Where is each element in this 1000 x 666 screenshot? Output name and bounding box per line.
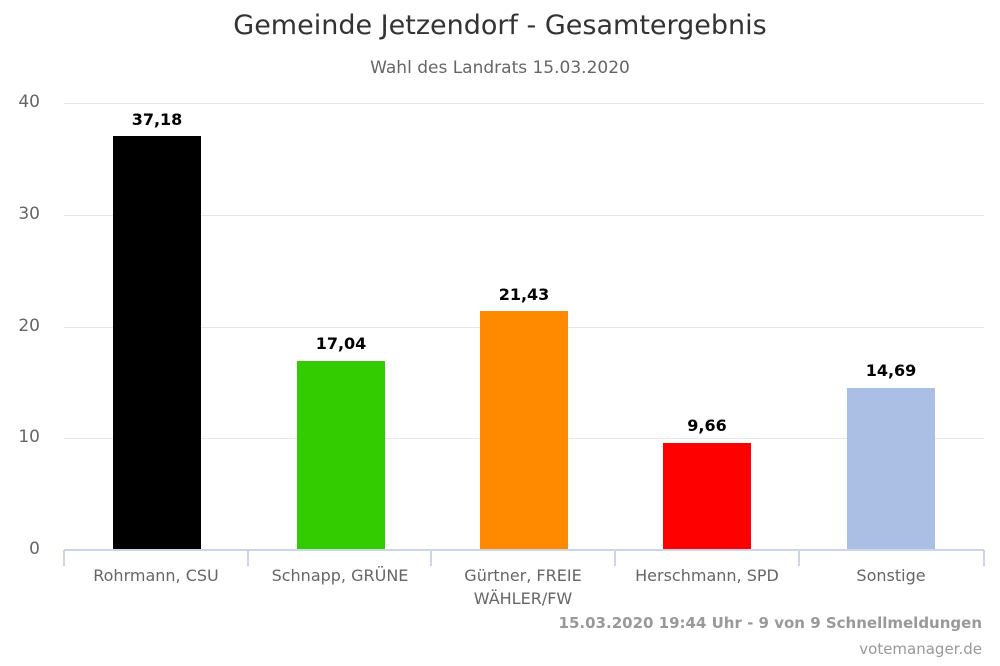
bar-herschmann-spd[interactable] [663, 443, 751, 550]
gridline-40 [64, 103, 984, 104]
bar-rohrmann-csu[interactable] [113, 136, 201, 550]
data-label-sonstige: 14,69 [865, 361, 917, 380]
x-axis-line [64, 549, 984, 551]
x-tick-mark [798, 550, 800, 566]
x-tick-mark [614, 550, 616, 566]
y-tick-0: 0 [29, 539, 40, 559]
chart-title: Gemeinde Jetzendorf - Gesamtergebnis [233, 10, 767, 41]
gridline-30 [64, 215, 984, 216]
bar-sonstige[interactable] [847, 388, 935, 550]
x-label-guertner-line1: Gürtner, FREIE [464, 566, 582, 585]
x-label-herschmann: Herschmann, SPD [635, 566, 779, 585]
x-tick-mark [247, 550, 249, 566]
y-tick-40: 40 [18, 92, 40, 112]
data-label-herschmann: 9,66 [687, 416, 727, 435]
bar-guertner-fw[interactable] [480, 311, 568, 550]
x-label-sonstige: Sonstige [856, 566, 926, 585]
status-caption: 15.03.2020 19:44 Uhr - 9 von 9 Schnellme… [558, 614, 982, 632]
x-tick-mark [983, 550, 985, 566]
x-label-schnapp: Schnapp, GRÜNE [271, 566, 409, 585]
x-label-guertner: Gürtner, FREIE WÄHLER/FW [431, 564, 615, 610]
bar-schnapp-gruene[interactable] [297, 361, 385, 550]
x-tick-mark [430, 550, 432, 566]
y-tick-20: 20 [18, 316, 40, 336]
y-tick-30: 30 [18, 204, 40, 224]
x-label-rohrmann: Rohrmann, CSU [93, 566, 219, 585]
x-label-guertner-line2: WÄHLER/FW [473, 589, 573, 608]
data-label-rohrmann: 37,18 [131, 110, 183, 129]
chart-subtitle: Wahl des Landrats 15.03.2020 [370, 58, 630, 78]
data-label-schnapp: 17,04 [315, 334, 367, 353]
x-tick-mark [63, 550, 65, 566]
data-label-guertner: 21,43 [498, 285, 550, 304]
credit-link[interactable]: votemanager.de [859, 640, 982, 658]
y-tick-10: 10 [18, 427, 40, 447]
